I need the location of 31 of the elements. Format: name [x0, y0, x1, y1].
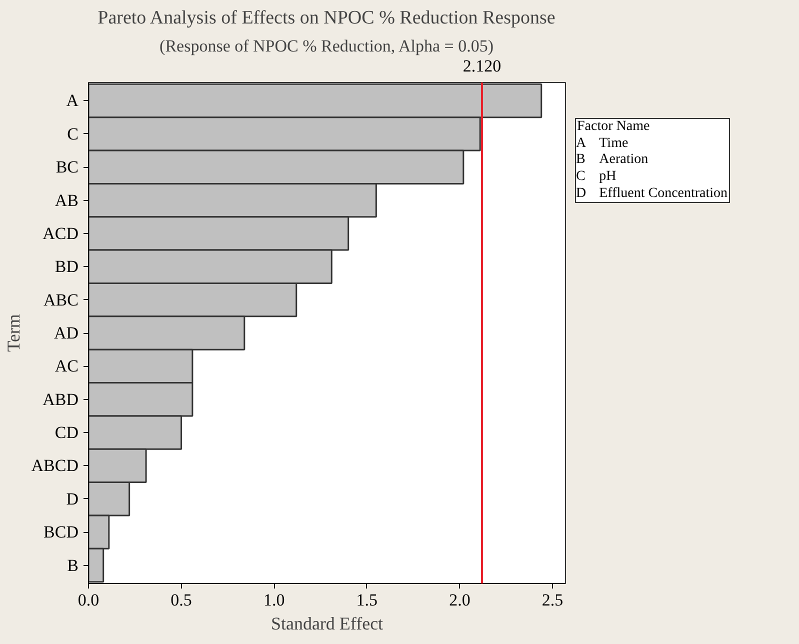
y-tick-label: ABD	[42, 390, 79, 409]
y-tick-label: ACD	[42, 224, 79, 243]
x-tick-label: 0.5	[170, 590, 192, 610]
y-tick-label: D	[66, 489, 79, 508]
y-tick-label: AB	[54, 190, 79, 210]
y-tick-label: ABC	[44, 290, 79, 310]
text: D Effluent Concentration	[576, 186, 729, 203]
y-tick-label: AD	[54, 324, 79, 342]
y-tick-label: B	[67, 556, 79, 575]
y-tick-label: C	[67, 124, 79, 144]
y-tick-label: AC	[54, 356, 79, 376]
chart-subtitle: (Response of NPOC % Reduction, Alpha = 0.05)	[160, 36, 494, 56]
x-tick-label: 1.0	[263, 590, 285, 610]
chart-title: Pareto Analysis of Effects on NPOC % Reduction Response	[98, 8, 556, 28]
y-tick-label: BD	[54, 257, 79, 276]
text: Factor Name	[576, 118, 651, 136]
x-tick-label: 0.0	[78, 590, 100, 610]
y-tick-label: BCD	[44, 522, 79, 542]
y-tick-label: A	[66, 91, 80, 110]
ref-line-label: 2.120	[462, 56, 502, 76]
y-tick-label: BC	[56, 158, 79, 177]
y-tick-label: ABCD	[31, 456, 79, 476]
x-tick-label: 2.5	[542, 590, 564, 610]
y-tick-label: CD	[54, 423, 79, 442]
text: B Aeration	[576, 152, 650, 170]
x-tick-label: 1.5	[356, 590, 378, 610]
text: C pH	[576, 169, 618, 186]
text: A Time	[576, 136, 630, 152]
y-axis-title: Term	[3, 314, 24, 352]
x-axis-title: Standard Effect	[270, 614, 384, 634]
x-tick-label: 2.0	[449, 590, 470, 610]
